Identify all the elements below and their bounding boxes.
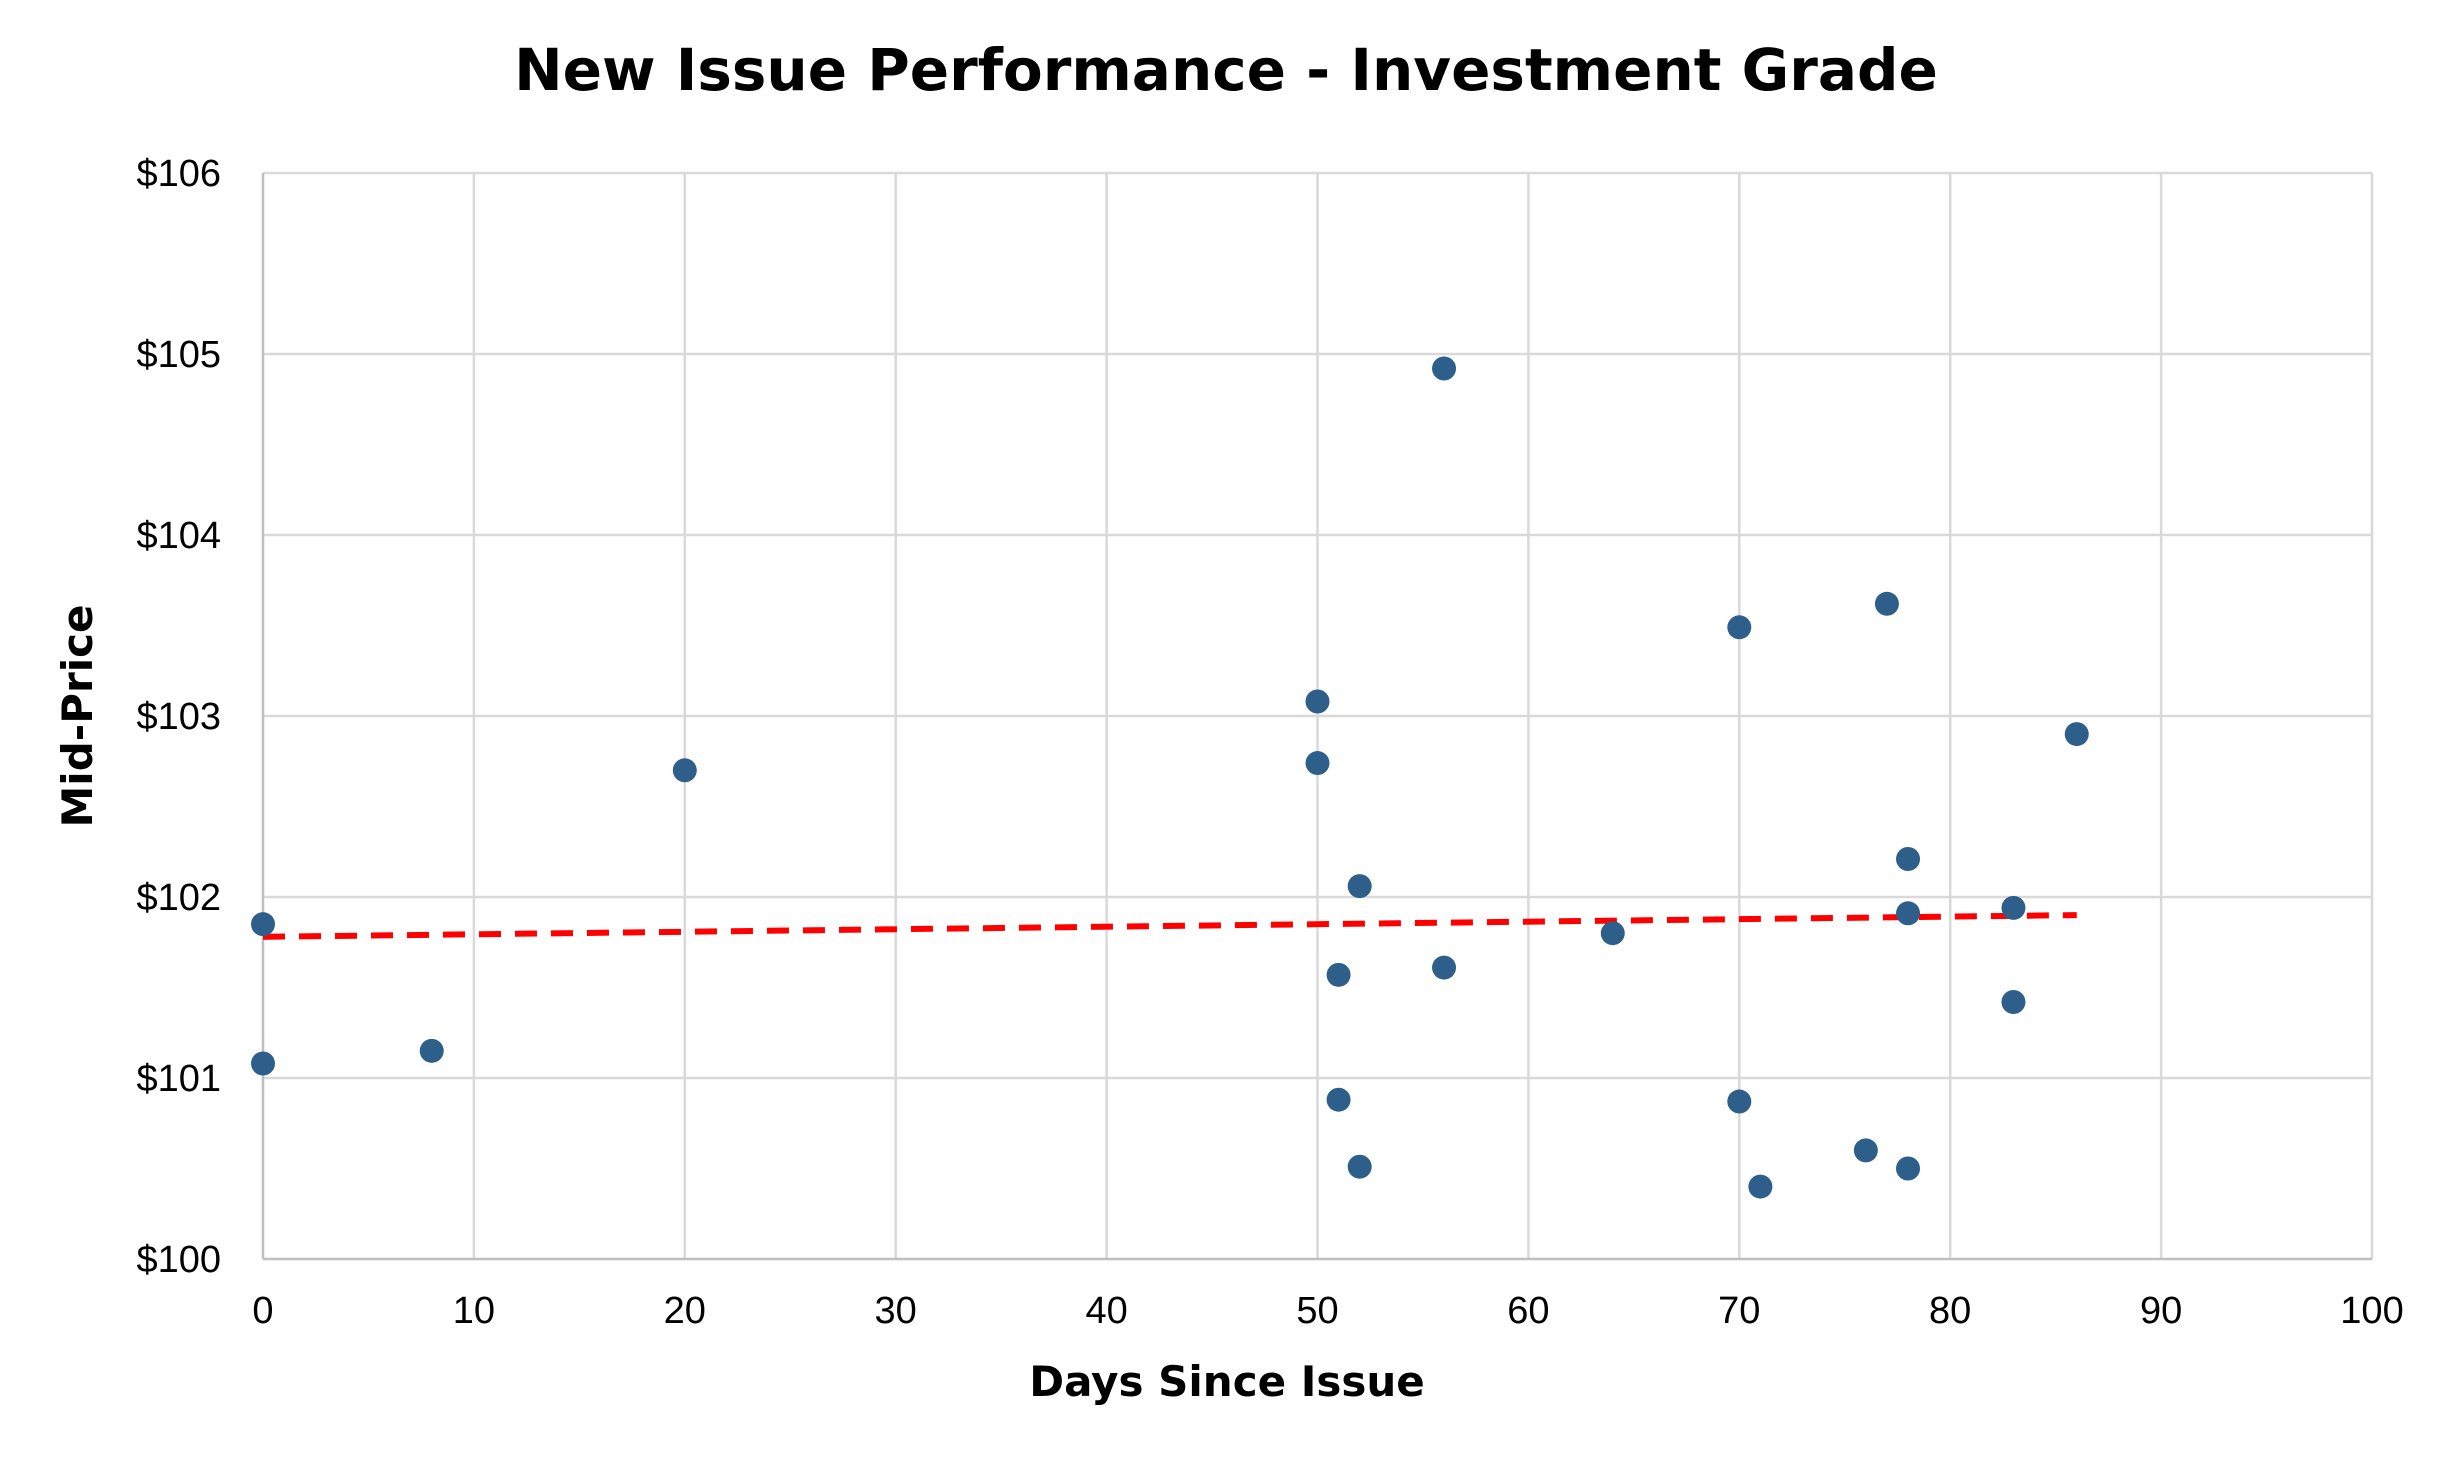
data-point xyxy=(1347,1154,1372,1179)
data-point xyxy=(1896,901,1921,926)
y-tick-label: $106 xyxy=(136,153,221,195)
x-tick-label: 20 xyxy=(664,1290,706,1332)
x-tick-label: 90 xyxy=(2140,1290,2182,1332)
data-point xyxy=(1347,874,1372,899)
x-axis-label: Days Since Issue xyxy=(1029,1357,1424,1406)
grid xyxy=(263,171,2374,1259)
y-tick-label: $105 xyxy=(136,334,221,376)
data-point xyxy=(2064,722,2089,747)
chart-title: New Issue Performance - Investment Grade xyxy=(514,36,1938,104)
x-tick-label: 50 xyxy=(1296,1290,1338,1332)
data-point xyxy=(1326,962,1351,987)
y-tick-label: $104 xyxy=(136,515,221,557)
trendline-layer xyxy=(262,912,2077,940)
data-point xyxy=(2001,989,2026,1014)
x-tick-label: 60 xyxy=(1507,1290,1549,1332)
data-point xyxy=(672,758,697,783)
y-tick-labels: $100 $101 $102 $103 $104 $105 $106 xyxy=(136,153,221,1281)
data-point xyxy=(1305,689,1330,714)
data-point xyxy=(1748,1174,1773,1199)
y-axis-label: Mid-Price xyxy=(53,605,102,828)
x-tick-label: 100 xyxy=(2340,1290,2403,1332)
data-point xyxy=(1305,751,1330,776)
data-point xyxy=(419,1038,444,1063)
x-tick-label: 0 xyxy=(252,1290,273,1332)
y-tick-label: $102 xyxy=(136,877,221,919)
y-tick-label: $100 xyxy=(136,1239,221,1281)
x-tick-label: 70 xyxy=(1718,1290,1760,1332)
data-point xyxy=(1853,1138,1878,1163)
axes xyxy=(261,173,2372,1261)
y-tick-label: $101 xyxy=(136,1058,221,1100)
data-point xyxy=(1326,1087,1351,1112)
data-point xyxy=(251,912,275,937)
data-points xyxy=(251,356,2089,1199)
x-tick-label: 80 xyxy=(1929,1290,1971,1332)
data-point xyxy=(1727,1089,1752,1114)
data-point xyxy=(251,1051,275,1076)
data-point xyxy=(1874,591,1899,616)
data-point xyxy=(1896,1156,1921,1181)
data-point xyxy=(1600,921,1625,946)
x-tick-label: 40 xyxy=(1085,1290,1127,1332)
trendline xyxy=(262,912,2077,940)
data-point xyxy=(1432,356,1457,381)
y-tick-label: $103 xyxy=(136,696,221,738)
x-tick-label: 10 xyxy=(453,1290,495,1332)
data-point xyxy=(1432,955,1457,980)
data-point xyxy=(2001,895,2026,920)
data-point xyxy=(1896,846,1921,871)
x-tick-labels: 0 10 20 30 40 50 60 70 80 90 100 xyxy=(252,1290,2403,1332)
data-point xyxy=(1727,615,1752,640)
x-tick-label: 30 xyxy=(875,1290,917,1332)
